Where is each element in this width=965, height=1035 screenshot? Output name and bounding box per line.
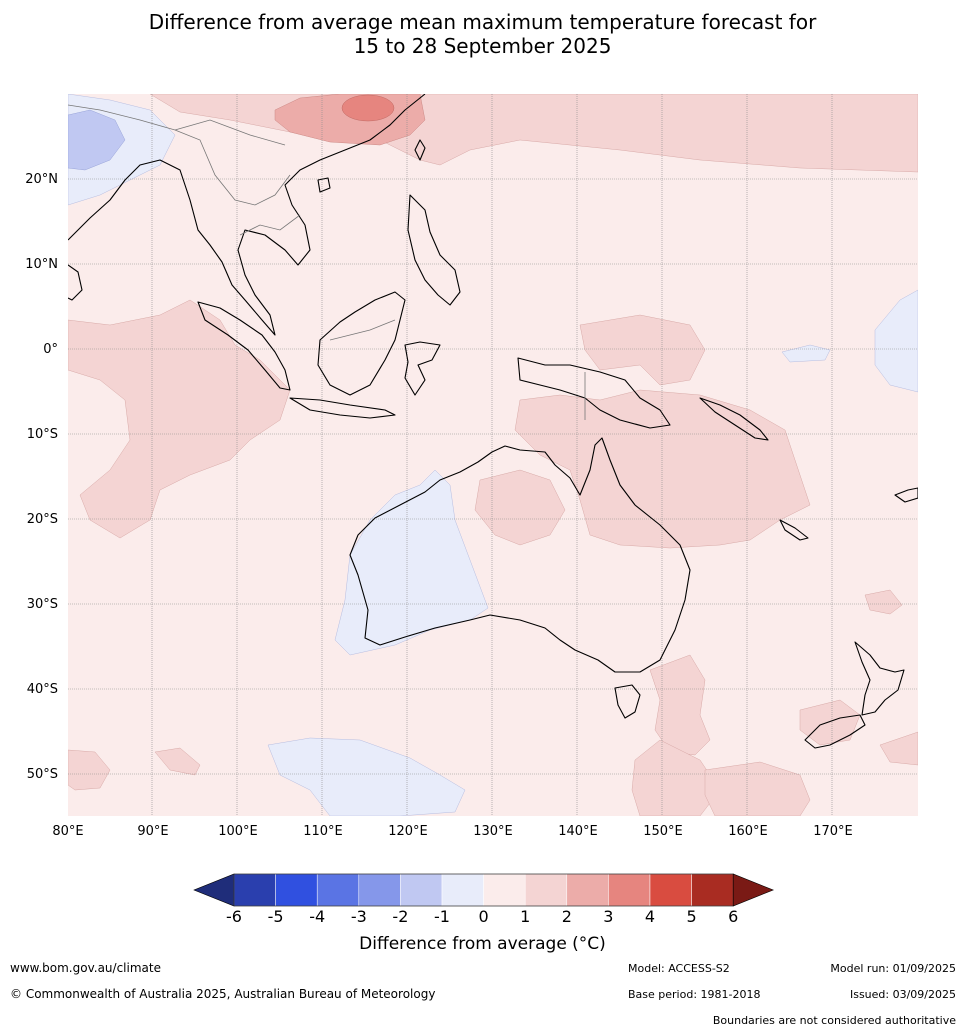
sri-lanka-coastline <box>68 264 83 301</box>
lat-label: 40°S <box>27 682 58 697</box>
borneo-coastline <box>317 291 406 396</box>
sumatra-coastline <box>197 301 291 391</box>
colorbar-tick-label: -6 <box>226 907 242 926</box>
lon-label: 150°E <box>643 824 683 839</box>
java-coastline <box>289 397 396 419</box>
colorbar-tick-label: 5 <box>687 907 697 926</box>
colorbar-swatch <box>524 873 568 907</box>
colorbar-swatch <box>441 873 484 907</box>
new-caledonia-coastline <box>779 519 809 541</box>
boundaries-note: Boundaries are not considered authoritat… <box>712 1014 956 1027</box>
colorbar-swatch <box>400 873 443 907</box>
longitude-labels: 80°E 90°E 100°E 110°E 120°E 130°E 140°E … <box>52 824 852 839</box>
lat-label: 10°S <box>27 427 58 442</box>
colorbar-extend-high <box>732 873 775 907</box>
lon-label: 140°E <box>558 824 598 839</box>
lat-label: 20°S <box>27 512 58 527</box>
colorbar-tick-label: -3 <box>351 907 367 926</box>
colorbar-swatch <box>275 873 318 907</box>
colorbar-frame <box>233 873 734 907</box>
title-line-2: 15 to 28 September 2025 <box>353 34 612 58</box>
colorbar-swatch <box>483 873 526 907</box>
philippines-coastline <box>407 194 461 306</box>
latitude-labels: 20°N 10°N 0° 10°S 20°S 30°S 40°S 50°S <box>25 172 58 782</box>
colorbar-tick-label: 4 <box>645 907 655 926</box>
coastlines <box>68 94 918 749</box>
colorbar-tick-label: -2 <box>392 907 408 926</box>
lon-label: 100°E <box>218 824 258 839</box>
lat-label: 0° <box>43 342 58 357</box>
lon-label: 80°E <box>52 824 83 839</box>
colorbar-extend-low <box>193 873 235 907</box>
issued-text: Issued: 03/09/2025 <box>849 988 956 1001</box>
lat-label: 10°N <box>25 257 58 272</box>
new-zealand-south-coastline <box>804 714 866 749</box>
colorbar-tick-label: 6 <box>728 907 738 926</box>
lon-label: 170°E <box>813 824 853 839</box>
tasmania-coastline <box>614 684 641 719</box>
map-title: Difference from average mean maximum tem… <box>0 10 965 58</box>
colorbar-swatch <box>358 873 401 907</box>
colorbar-tick-label: 2 <box>562 907 572 926</box>
lat-label: 20°N <box>25 172 58 187</box>
asia-mainland-coastline <box>68 94 426 336</box>
colorbar-swatch <box>608 873 651 907</box>
new-zealand-north-coastline <box>854 641 905 716</box>
colorbar-swatch <box>566 873 609 907</box>
lon-label: 90°E <box>137 824 168 839</box>
lat-label: 30°S <box>27 597 58 612</box>
model-run-text: Model run: 01/09/2025 <box>830 962 956 975</box>
australia-coastline <box>349 437 691 673</box>
map-panel <box>68 94 918 816</box>
title-line-1: Difference from average mean maximum tem… <box>148 10 817 34</box>
lon-label: 130°E <box>473 824 513 839</box>
lon-label: 110°E <box>303 824 343 839</box>
lat-label: 50°S <box>27 767 58 782</box>
graticule <box>68 94 918 816</box>
website-text: www.bom.gov.au/climate <box>10 961 161 975</box>
colorbar-tick-label: -1 <box>434 907 450 926</box>
fiji-coastline <box>894 487 918 503</box>
colorbar-tick-label: 0 <box>479 907 489 926</box>
new-guinea-coastline <box>517 357 671 429</box>
colorbar: -6 -5 -4 -3 -2 -1 0 1 2 3 4 5 6 <box>193 873 775 926</box>
base-period-text: Base period: 1981-2018 <box>628 988 761 1001</box>
taiwan-coastline <box>414 139 426 161</box>
anomaly-3-4-region <box>341 94 395 122</box>
lon-label: 160°E <box>728 824 768 839</box>
colorbar-swatch <box>649 873 692 907</box>
model-text: Model: ACCESS-S2 <box>628 962 730 975</box>
sulawesi-coastline <box>404 341 441 396</box>
colorbar-title: Difference from average (°C) <box>359 934 606 954</box>
solomon-islands-coastline <box>699 397 769 441</box>
colorbar-swatch <box>316 873 360 907</box>
colorbar-tick-label: 1 <box>520 907 530 926</box>
colorbar-tick-label: -5 <box>268 907 284 926</box>
colorbar-swatch <box>233 873 276 907</box>
lon-label: 120°E <box>388 824 428 839</box>
colorbar-tick-label: -4 <box>309 907 325 926</box>
copyright-text: © Commonwealth of Australia 2025, Austra… <box>10 987 436 1001</box>
colorbar-swatch <box>691 873 734 907</box>
country-borders <box>68 104 586 420</box>
anomaly-1-2-regions <box>68 94 918 816</box>
colorbar-tick-label: 3 <box>603 907 613 926</box>
hainan-coastline <box>317 177 331 193</box>
anomaly-neg2-neg1-region <box>68 109 126 171</box>
